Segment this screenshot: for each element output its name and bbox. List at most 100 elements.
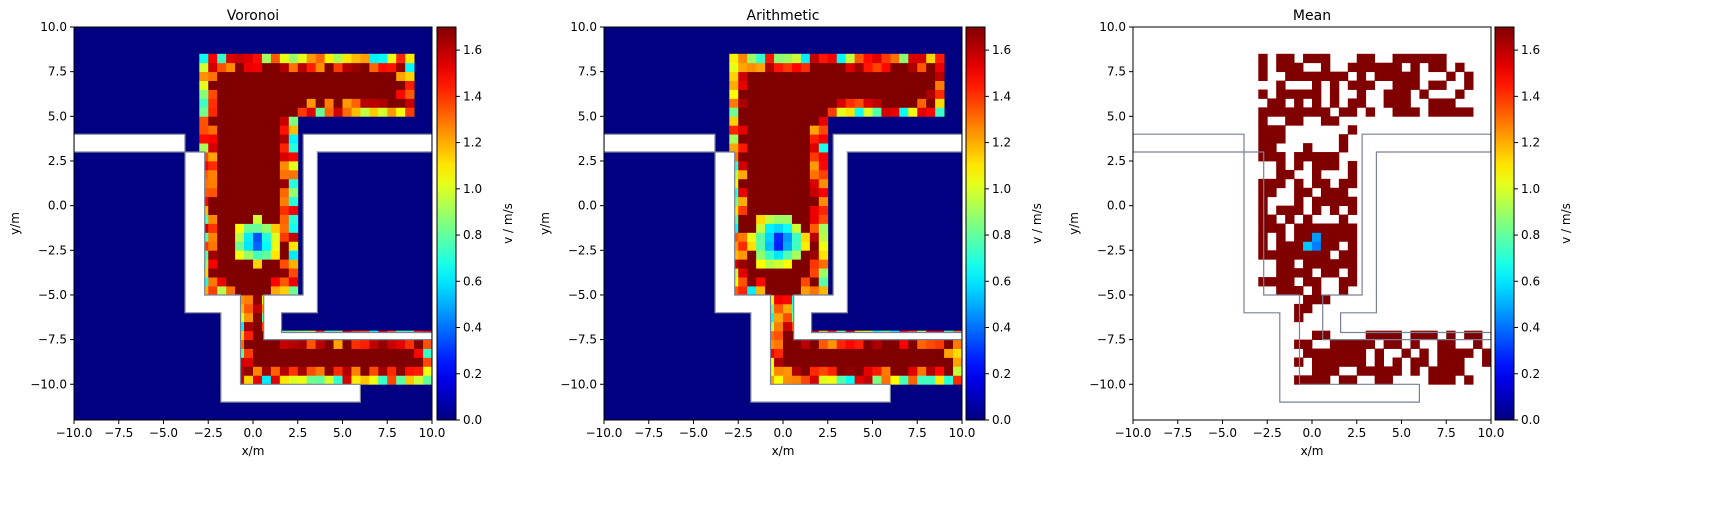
- geometry-walls: [1133, 133, 1491, 403]
- heatmap-cell: [261, 169, 272, 180]
- heatmap-cell: [809, 134, 820, 144]
- heatmap-cell: [217, 98, 227, 108]
- heatmap-cell: [774, 80, 784, 90]
- heatmap-cell: [1320, 268, 1331, 278]
- heatmap-cell: [244, 53, 254, 64]
- heatmap-cell: [351, 366, 361, 376]
- heatmap-cell: [1303, 107, 1313, 117]
- heatmap-cell: [774, 339, 784, 349]
- heatmap-cell: [306, 80, 317, 90]
- heatmap-cell: [738, 277, 748, 287]
- heatmap-cell: [297, 53, 308, 64]
- heatmap-cell: [765, 71, 775, 81]
- heatmap-cell: [199, 125, 209, 135]
- heatmap-cell: [226, 277, 236, 287]
- heatmap-cell: [818, 62, 829, 73]
- heatmap-cell: [1258, 178, 1268, 189]
- x-tick-label: 5.0: [1392, 426, 1411, 440]
- heatmap-cell: [235, 241, 245, 251]
- heatmap-cell: [756, 259, 766, 269]
- heatmap-cell: [756, 125, 766, 135]
- heatmap-cell: [800, 169, 811, 180]
- heatmap-cell: [244, 250, 254, 260]
- heatmap-cell: [845, 80, 855, 90]
- heatmap-cell: [800, 357, 811, 367]
- heatmap-cell: [279, 357, 290, 367]
- heatmap-cell: [405, 62, 415, 73]
- heatmap-cell: [791, 223, 802, 233]
- heatmap-cell: [908, 62, 918, 73]
- heatmap-cell: [1285, 71, 1295, 81]
- heatmap-cell: [1320, 294, 1331, 305]
- heatmap-cell: [800, 232, 811, 242]
- heatmap-cell: [827, 348, 838, 358]
- y-tick-label: 10.0: [40, 20, 67, 34]
- heatmap-cell: [1294, 286, 1304, 296]
- heatmap-cell: [738, 205, 748, 215]
- heatmap-cell: [360, 98, 370, 108]
- heatmap-cell: [297, 98, 308, 108]
- heatmap-cell: [1410, 53, 1420, 64]
- heatmap-cell: [800, 160, 811, 171]
- heatmap-cell: [854, 339, 864, 349]
- heatmap-cell: [235, 125, 245, 135]
- heatmap-cell: [270, 277, 281, 287]
- heatmap-cell: [1455, 348, 1465, 358]
- heatmap-cell: [783, 98, 793, 108]
- y-tick-label: −5.0: [568, 288, 597, 302]
- heatmap-cell: [765, 169, 775, 180]
- heatmap-cell: [1303, 89, 1313, 99]
- heatmap-cell: [244, 339, 254, 349]
- heatmap-cell: [1338, 107, 1349, 117]
- heatmap-cell: [226, 62, 236, 73]
- heatmap-cell: [774, 348, 784, 358]
- heatmap-cell: [791, 286, 802, 296]
- heatmap-cell: [917, 71, 927, 81]
- heatmap-cell: [791, 196, 802, 207]
- heatmap-cell: [953, 348, 962, 358]
- heatmap-cell: [253, 62, 263, 73]
- heatmap-cell: [756, 80, 766, 90]
- heatmap-cell: [235, 169, 245, 180]
- heatmap-cells: [604, 27, 962, 420]
- heatmap-cell: [351, 348, 361, 358]
- wall-right: [793, 133, 962, 341]
- heatmap-cell: [423, 348, 432, 358]
- heatmap-cell: [253, 339, 263, 349]
- heatmap-cell: [279, 152, 290, 162]
- heatmap-cell: [288, 366, 299, 376]
- heatmap-cell: [836, 53, 847, 64]
- heatmap-cell: [1258, 71, 1268, 81]
- heatmap-cell: [208, 98, 218, 108]
- colorbar-tick-label: 0.2: [992, 367, 1011, 381]
- heatmap-cell: [1320, 152, 1331, 162]
- heatmap-cell: [738, 196, 748, 207]
- heatmap-cell: [226, 116, 236, 126]
- heatmap-cell: [944, 375, 954, 385]
- heatmap-cell: [288, 71, 299, 81]
- heatmap-cell: [288, 53, 299, 64]
- heatmap-cell: [270, 143, 281, 153]
- heatmap-cell: [747, 259, 757, 269]
- heatmap-cell: [387, 348, 397, 358]
- heatmap-cell: [818, 357, 829, 367]
- heatmap-cell: [279, 89, 290, 99]
- heatmap-cell: [1347, 259, 1358, 269]
- heatmap-cell: [270, 259, 281, 269]
- heatmap-cell: [1267, 223, 1277, 233]
- heatmap-cell: [783, 303, 793, 314]
- heatmap-cell: [253, 214, 263, 224]
- heatmap-cell: [1410, 80, 1420, 90]
- heatmap-cell: [324, 339, 334, 349]
- heatmap-cell: [369, 80, 379, 90]
- heatmap-cell: [405, 366, 415, 376]
- heatmap-cell: [235, 134, 245, 144]
- heatmap-cell: [747, 116, 757, 126]
- y-tick-label: −2.5: [1097, 243, 1126, 257]
- heatmap-cell: [738, 169, 748, 180]
- heatmap-cell: [342, 375, 352, 385]
- heatmap-cell: [783, 286, 793, 296]
- heatmap-cell: [1320, 330, 1331, 341]
- heatmap-cell: [1383, 89, 1393, 99]
- heatmap-cell: [791, 232, 802, 242]
